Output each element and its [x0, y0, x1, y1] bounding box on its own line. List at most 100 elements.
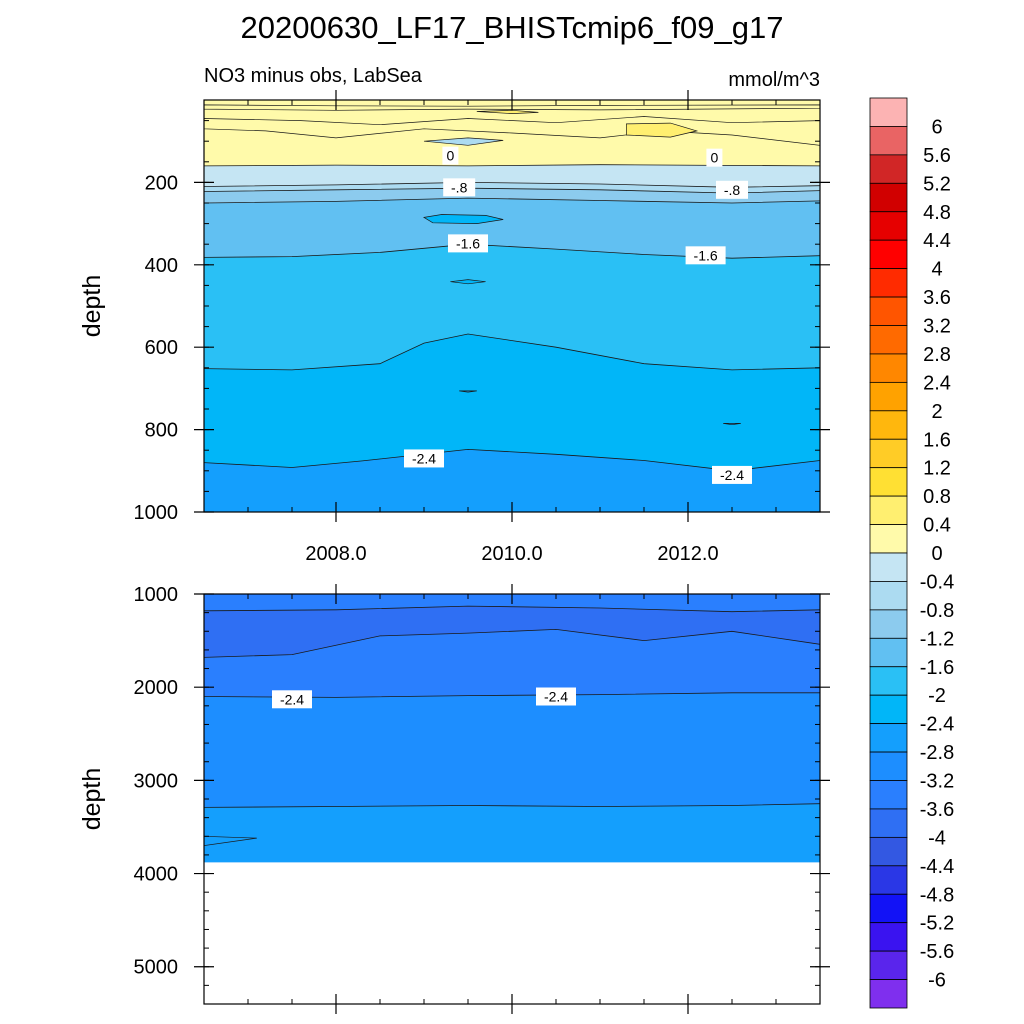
colorbar-swatch: [869, 893, 908, 924]
contour-label-box: [536, 687, 576, 706]
colorbar-swatch: [869, 154, 908, 184]
upper-panel: 0 0 -.8 -.8 -1.6 -1.6 -2.4 -2.4 200 400 600 800 1000…: [78, 90, 830, 565]
colorbar-label: -2.8: [920, 742, 954, 764]
contour-label-box: [685, 246, 726, 265]
y-tick-label: 1000: [134, 584, 179, 606]
colorbar-swatch: [869, 410, 908, 440]
colorbar-label: 1.2: [923, 458, 951, 480]
colorbar-swatch: [869, 438, 908, 469]
y-tick-label: 4000: [134, 864, 179, 886]
y-tick-label: 600: [145, 337, 178, 359]
contour-label: 0: [711, 150, 719, 166]
contour-band: [204, 449, 820, 512]
y-axis-label: depth: [78, 275, 106, 338]
colorbar-label: -4.4: [920, 856, 954, 878]
colorbar: 6 5.6 5.2 4.8 4.4 4 3.6 3.2 2.8 2.4 2 1.6 1.2 0.8 0.4 0…: [869, 97, 954, 1009]
colorbar-label: 0: [931, 543, 942, 565]
lower-panel: -2.4 -2.4 1000 2000 3000 4000 5000 depth: [78, 584, 830, 1014]
contour-label: -2.4: [280, 691, 304, 707]
contour-patch: [723, 423, 741, 426]
colorbar-swatch: [869, 922, 908, 952]
colorbar-swatch: [869, 126, 908, 156]
colorbar-label: -1.6: [920, 657, 954, 679]
contour-line: [203, 197, 821, 204]
colorbar-swatch: [869, 182, 908, 213]
contour-patch: [476, 109, 539, 114]
colorbar-swatch: [869, 296, 908, 326]
colorbar-label: 4.4: [923, 230, 951, 252]
colorbar-swatch: [869, 381, 908, 412]
contour-label: -1.6: [694, 247, 718, 263]
contour-label-box: [706, 148, 723, 167]
y-tick-label: 5000: [134, 957, 179, 979]
colorbar-swatch: [869, 950, 908, 980]
contour-label-box: [448, 234, 488, 253]
contour-label-box: [716, 180, 748, 199]
no-data-region: [204, 862, 820, 1004]
colorbar-swatch: [869, 268, 908, 298]
colorbar-swatch: [869, 979, 908, 1009]
colorbar-swatch: [869, 467, 908, 497]
colorbar-swatch: [869, 97, 908, 127]
chart-title: 20200630_LF17_BHISTcmip6_f09_g17: [241, 10, 784, 45]
colorbar-label: -5.2: [920, 913, 954, 935]
contour-line: [203, 605, 821, 613]
colorbar-swatch: [869, 666, 908, 696]
colorbar-label: -2: [928, 685, 946, 707]
colorbar-swatch: [869, 808, 908, 838]
colorbar-label: 2: [931, 401, 942, 423]
colorbar-label: 2.4: [923, 372, 951, 394]
contour-label: -1.6: [456, 235, 480, 251]
colorbar-swatch: [869, 495, 908, 525]
colorbar-swatch: [869, 694, 908, 725]
colorbar-swatch: [869, 239, 908, 270]
y-tick-label: 3000: [134, 770, 179, 792]
colorbar-label: -3.6: [920, 799, 954, 821]
contour-band: [204, 803, 820, 863]
colorbar-swatch: [869, 353, 908, 383]
y-tick-label: 1000: [134, 502, 179, 524]
y-tick-label: 800: [145, 420, 178, 442]
contour-line: [203, 333, 821, 371]
colorbar-label: 2.8: [923, 344, 951, 366]
contour-label-box: [272, 690, 312, 709]
colorbar-swatch: [869, 552, 908, 582]
colorbar-label: -4.8: [920, 884, 954, 906]
y-tick-label: 2000: [134, 677, 179, 699]
colorbar-swatch: [869, 780, 908, 810]
colorbar-label: 0.8: [923, 486, 951, 508]
contour-label: -2.4: [544, 689, 568, 705]
colorbar-swatch: [869, 524, 908, 554]
colorbar-label: 3.6: [923, 287, 951, 309]
colorbar-label: 5.2: [923, 173, 951, 195]
y-axis-label: depth: [78, 768, 106, 831]
colorbar-label: -2.4: [920, 714, 954, 736]
contour-patch: [423, 137, 504, 146]
contour-label-box: [712, 465, 752, 484]
contour-label: -.8: [724, 182, 741, 198]
contour-label: -2.4: [720, 467, 744, 483]
colorbar-label: 4: [931, 259, 942, 281]
contour-patch: [450, 279, 486, 285]
contour-label: -.8: [451, 179, 468, 195]
colorbar-swatch: [869, 751, 908, 781]
contour-patch: [626, 122, 699, 138]
colorbar-label: -4: [928, 827, 946, 849]
x-tick-label: 2008.0: [305, 543, 366, 565]
contour-label-box: [404, 449, 444, 468]
contour-line: [203, 803, 821, 808]
colorbar-label: -3.2: [920, 771, 954, 793]
colorbar-swatch: [869, 865, 908, 895]
contour-label-box: [443, 178, 476, 197]
contour-label: 0: [447, 148, 455, 164]
contour-patch: [459, 390, 477, 393]
subtitle-left: NO3 minus obs, LabSea: [204, 65, 423, 87]
colorbar-swatch: [869, 211, 908, 241]
contour-line: [203, 164, 821, 167]
colorbar-label: -1.2: [920, 628, 954, 650]
colorbar-label: -6: [928, 970, 946, 992]
colorbar-swatch: [869, 609, 908, 639]
contour-patch: [423, 214, 504, 224]
colorbar-swatch: [869, 325, 908, 355]
